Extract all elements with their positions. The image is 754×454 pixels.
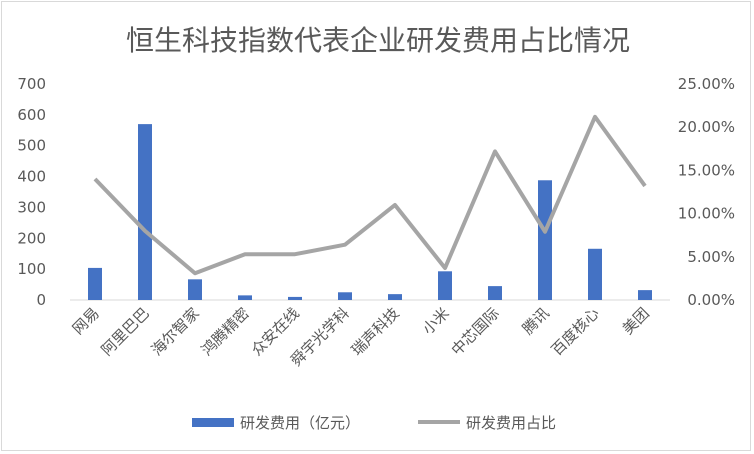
category-label: 中芯国际 <box>448 304 503 359</box>
right-tick-label: 20.00% <box>678 118 735 136</box>
bar <box>538 180 552 300</box>
category-label: 小米 <box>419 304 453 338</box>
legend-swatch-bar <box>192 418 234 427</box>
left-tick-label: 300 <box>17 198 46 216</box>
category-label: 鸿腾精密 <box>198 304 253 359</box>
category-label: 阿里巴巴 <box>98 304 153 359</box>
bar <box>588 248 602 300</box>
ratio-line <box>93 114 647 276</box>
right-tick-label: 5.00% <box>687 248 735 266</box>
left-tick-label: 700 <box>17 75 46 93</box>
left-tick-label: 500 <box>17 137 46 155</box>
right-tick-label: 25.00% <box>678 75 735 93</box>
legend-label-line: 研发费用占比 <box>466 414 556 432</box>
category-label: 海尔智家 <box>148 304 203 359</box>
bar <box>638 290 652 300</box>
bar <box>138 124 152 300</box>
bar <box>88 267 102 300</box>
bar <box>388 294 402 300</box>
legend-label-bar: 研发费用（亿元） <box>240 414 360 432</box>
category-labels: 网易阿里巴巴海尔智家鸿腾精密众安在线舜宇光学科瑞声科技 小米中芯国际 腾讯百度核心美… <box>69 304 653 370</box>
bar-series <box>88 124 652 300</box>
left-tick-label: 600 <box>17 106 46 124</box>
right-tick-label: 10.00% <box>678 205 735 223</box>
bar <box>238 295 252 300</box>
chart-title: 恒生科技指数代表企业研发费用占比情况 <box>126 24 630 57</box>
line-series <box>93 114 647 276</box>
bar <box>488 286 502 300</box>
left-axis-ticks: 0 100 200 300 400 500 600 700 <box>17 75 46 309</box>
bar <box>288 296 302 300</box>
left-tick-label: 200 <box>17 229 46 247</box>
legend: 研发费用（亿元） 研发费用占比 <box>192 414 556 432</box>
right-tick-label: 15.00% <box>678 161 735 179</box>
category-label: 腾讯 <box>519 304 553 338</box>
left-tick-label: 400 <box>17 168 46 186</box>
category-label: 网易 <box>69 304 103 338</box>
bar <box>188 279 202 300</box>
category-label: 美团 <box>619 304 653 338</box>
bar <box>338 292 352 300</box>
left-tick-label: 100 <box>17 260 46 278</box>
right-tick-label: 0.00% <box>687 291 735 309</box>
bar <box>438 271 452 300</box>
category-label: 瑞声科技 <box>348 304 403 359</box>
left-tick-label: 0 <box>36 291 46 309</box>
right-axis-ticks: 0.00% 5.00% 10.00% 15.00% 20.00% 25.00% <box>678 75 735 309</box>
category-label: 百度核心 <box>548 304 603 359</box>
